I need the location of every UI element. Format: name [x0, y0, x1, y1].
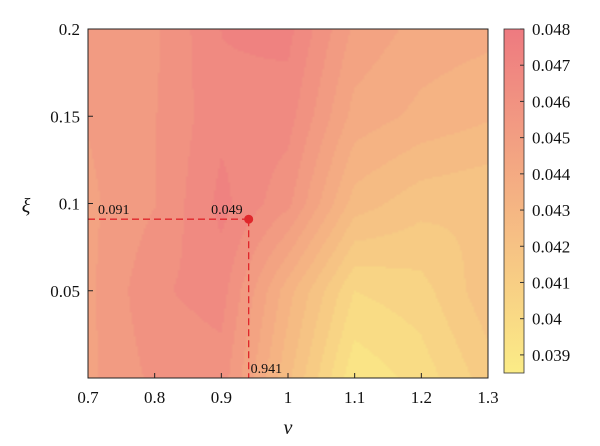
y-tick-label: 0.05	[50, 282, 80, 301]
colorbar-tick-label: 0.045	[532, 129, 570, 148]
x-tick-label: 0.7	[77, 388, 99, 407]
y-axis-label: ξ	[22, 195, 31, 217]
x-axis-label: ν	[284, 417, 293, 439]
x-tick-label: 1	[284, 388, 293, 407]
y-tick-label: 0.1	[59, 195, 80, 214]
colorbar-tick-label: 0.04	[532, 310, 562, 329]
marker-y-label: 0.091	[98, 203, 130, 218]
heatmap-surface	[88, 29, 488, 378]
colorbar-tick-label: 0.042	[532, 237, 570, 256]
marker-overlay: 0.091 0.049 0.941	[88, 203, 282, 378]
marker-x-label: 0.941	[251, 362, 283, 377]
x-tick-label: 1.1	[344, 388, 365, 407]
y-axis: 0.05 0.1 0.15 0.2	[50, 20, 93, 301]
colorbar-tick-label: 0.043	[532, 201, 570, 220]
y-tick-label: 0.15	[50, 107, 80, 126]
colorbar-ticks: 0.039 0.04 0.041 0.042 0.043 0.044 0.045 0.046 0…	[520, 20, 571, 365]
y-tick-label: 0.2	[59, 20, 80, 39]
colorbar-tick-label: 0.039	[532, 346, 570, 365]
x-tick-label: 0.9	[211, 388, 232, 407]
x-axis: 0.7 0.8 0.9 1 1.1 1.2 1.3	[77, 373, 499, 407]
marker-value-label: 0.049	[211, 203, 243, 218]
colorbar-tick-label: 0.048	[532, 20, 570, 39]
colorbar-tick-label: 0.047	[532, 56, 571, 75]
colorbar-tick-label: 0.041	[532, 273, 570, 292]
colorbar-tick-label: 0.044	[532, 165, 571, 184]
colorbar-tick-label: 0.046	[532, 92, 570, 111]
optimum-marker	[244, 214, 254, 224]
x-tick-label: 0.8	[144, 388, 165, 407]
colorbar	[503, 28, 525, 374]
x-tick-label: 1.2	[411, 388, 432, 407]
x-tick-label: 1.3	[477, 388, 498, 407]
